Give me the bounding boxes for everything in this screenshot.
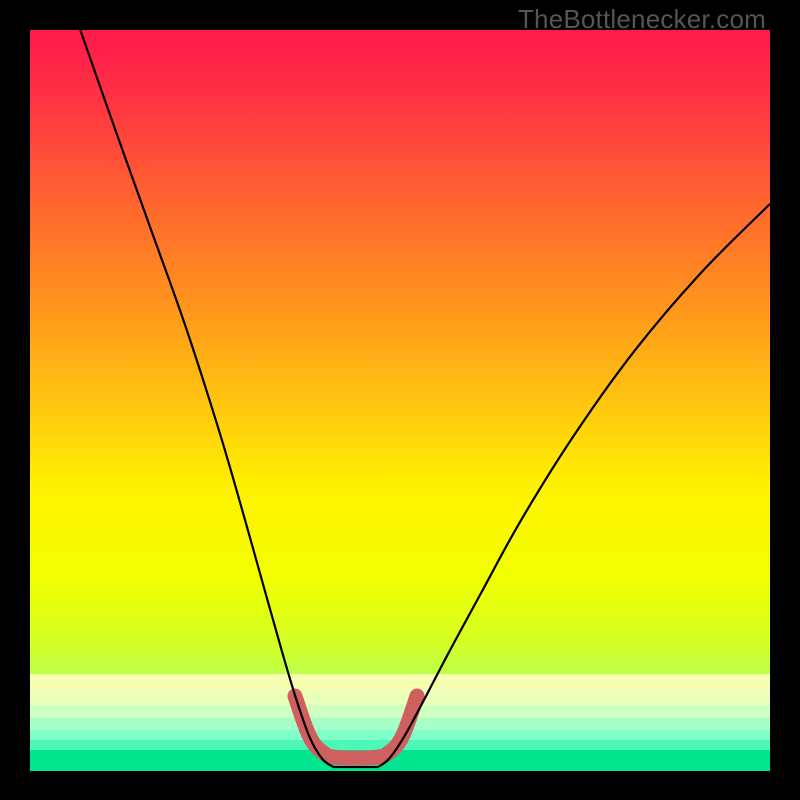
bottleneck-curve — [80, 30, 770, 767]
plot-area — [30, 30, 770, 770]
chart-container: TheBottlenecker.com — [0, 0, 800, 800]
bottleneck-highlight — [295, 696, 417, 758]
watermark-text: TheBottlenecker.com — [518, 4, 766, 35]
curve-layer — [30, 30, 770, 770]
